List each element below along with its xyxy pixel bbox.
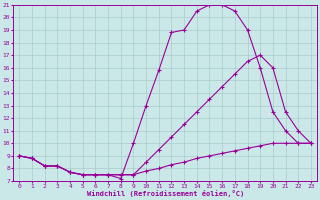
X-axis label: Windchill (Refroidissement éolien,°C): Windchill (Refroidissement éolien,°C) — [86, 190, 244, 197]
